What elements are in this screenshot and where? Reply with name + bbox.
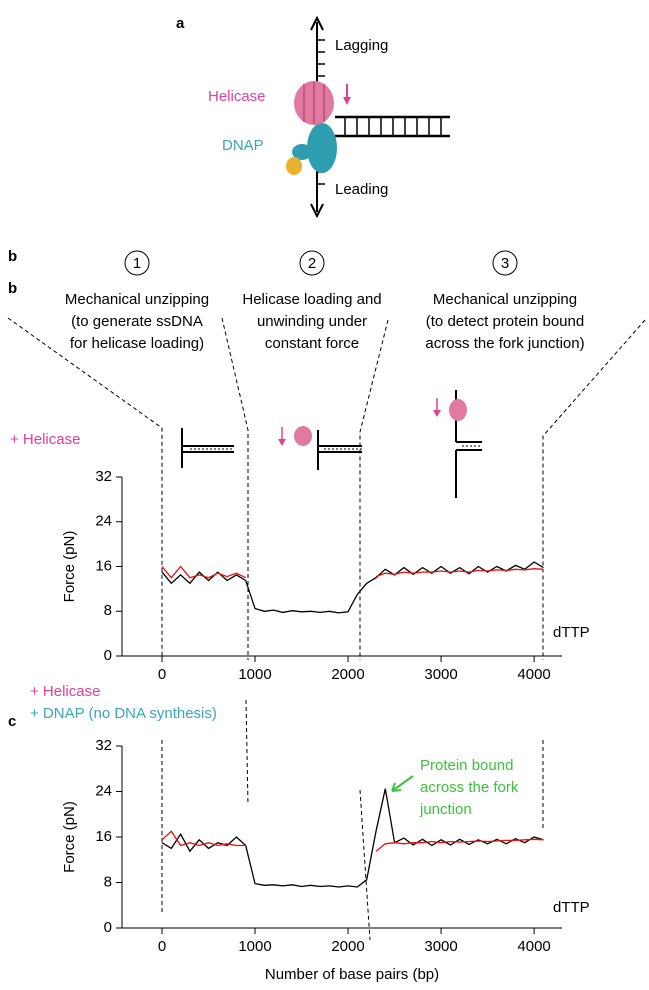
- leading-label: Leading: [335, 181, 388, 198]
- x-tick-label: 1000: [238, 938, 271, 955]
- x-tick-label: 4000: [517, 666, 550, 683]
- annotation: across the fork: [420, 779, 519, 796]
- step-text: (to generate ssDNA: [71, 313, 203, 330]
- annotation: dTTP: [553, 899, 590, 916]
- step-text: across the fork junction): [425, 335, 584, 352]
- annotation: + Helicase: [30, 683, 100, 700]
- annotation: junction: [419, 801, 472, 818]
- panel-label: b: [8, 280, 17, 297]
- step-text: Mechanical unzipping: [433, 291, 577, 308]
- y-tick-label: 24: [95, 782, 112, 799]
- lagging-label: Lagging: [335, 37, 388, 54]
- annotation: Protein bound: [420, 757, 513, 774]
- x-tick-label: 4000: [517, 938, 550, 955]
- y-axis-title: Force (pN): [61, 801, 78, 873]
- annotation: dTTP: [553, 624, 590, 641]
- x-tick-label: 3000: [424, 666, 457, 683]
- x-axis-title: Number of base pairs (bp): [265, 966, 439, 983]
- y-tick-label: 8: [104, 602, 112, 619]
- dnap-label: DNAP: [222, 137, 264, 154]
- fork-diagram: [286, 15, 450, 219]
- force-trace: [161, 565, 544, 579]
- step-text: Helicase loading and: [242, 291, 381, 308]
- force-trace: [161, 788, 544, 888]
- x-tick-label: 0: [158, 938, 166, 955]
- step-number: 2: [308, 255, 316, 272]
- y-axis-title: Force (pN): [61, 531, 78, 603]
- step-number: 1: [133, 255, 141, 272]
- step-glyphs: [181, 390, 482, 498]
- y-tick-label: 24: [95, 513, 112, 530]
- step-text: for helicase loading): [70, 335, 204, 352]
- step-circle: [299, 250, 325, 276]
- y-tick-label: 8: [104, 873, 112, 890]
- x-tick-label: 1000: [238, 666, 271, 683]
- guide-lines: [7, 317, 646, 941]
- step-text: constant force: [265, 335, 359, 352]
- y-tick-label: 0: [104, 647, 112, 664]
- y-tick-label: 16: [95, 557, 112, 574]
- panel-label: c: [8, 713, 16, 730]
- y-tick-label: 0: [104, 919, 112, 936]
- step-text: (to detect protein bound: [426, 313, 584, 330]
- x-tick-label: 2000: [331, 938, 364, 955]
- x-tick-label: 2000: [331, 666, 364, 683]
- step-number: 3: [501, 255, 509, 272]
- x-tick-label: 3000: [424, 938, 457, 955]
- panel-label: b: [8, 248, 17, 265]
- step-circle: [124, 250, 150, 276]
- helicase-label: Helicase: [208, 88, 266, 105]
- step-text: Mechanical unzipping: [65, 291, 209, 308]
- step-text: unwinding under: [257, 313, 367, 330]
- y-tick-label: 32: [95, 737, 112, 754]
- annotation: + Helicase: [10, 431, 80, 448]
- step-circle: [492, 250, 518, 276]
- panel-label: a: [176, 15, 185, 32]
- force-trace: [161, 830, 544, 852]
- annotation: + DNAP (no DNA synthesis): [30, 705, 217, 722]
- x-tick-label: 0: [158, 666, 166, 683]
- annotation-arrow: [391, 775, 414, 792]
- y-tick-label: 16: [95, 828, 112, 845]
- y-tick-label: 32: [95, 468, 112, 485]
- force-trace: [161, 561, 544, 614]
